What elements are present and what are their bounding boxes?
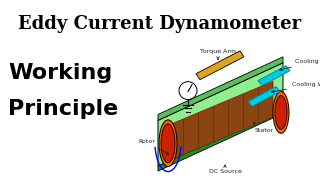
Text: Working: Working <box>8 63 112 83</box>
Polygon shape <box>158 63 283 166</box>
Ellipse shape <box>179 82 197 100</box>
Text: Cooling Water: Cooling Water <box>280 59 320 71</box>
Polygon shape <box>196 51 244 80</box>
Text: Cooling Water: Cooling Water <box>272 82 320 93</box>
Text: DC Source: DC Source <box>209 165 241 174</box>
Polygon shape <box>168 81 273 161</box>
Text: Eddy Current Dynamometer: Eddy Current Dynamometer <box>19 15 301 33</box>
Polygon shape <box>248 87 280 107</box>
Text: Rotor: Rotor <box>138 139 169 154</box>
Ellipse shape <box>275 96 287 129</box>
Polygon shape <box>158 109 283 171</box>
Polygon shape <box>258 66 290 86</box>
Text: Stator: Stator <box>253 123 274 133</box>
Ellipse shape <box>273 92 289 133</box>
Ellipse shape <box>161 124 175 163</box>
Text: Principle: Principle <box>8 98 118 119</box>
Ellipse shape <box>159 120 177 167</box>
Text: Torque Arm: Torque Arm <box>200 49 236 60</box>
Polygon shape <box>158 57 283 120</box>
